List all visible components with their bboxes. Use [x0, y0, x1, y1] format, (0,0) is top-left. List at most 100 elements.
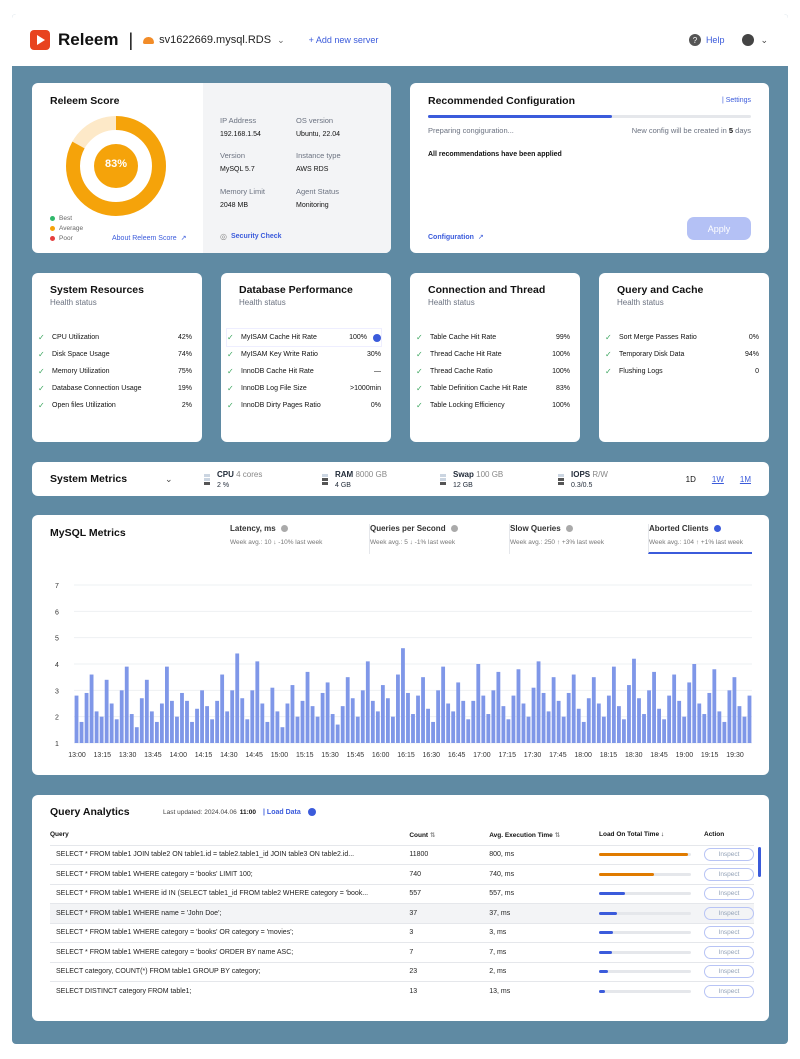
chart-bar: [345, 677, 350, 743]
mysql-tab-0[interactable]: Latency, ms Week avg.: 10 ↓ -10% last wee…: [230, 524, 323, 546]
inspect-button[interactable]: Inspect: [704, 985, 754, 998]
chart-bar: [235, 653, 240, 743]
inspect-button[interactable]: Inspect: [704, 848, 754, 862]
chart-bar: [175, 716, 179, 743]
mysql-tab-3[interactable]: Aborted Clients Week avg.: 104 ↑ +1% last…: [648, 524, 752, 554]
query-count: 3: [409, 922, 490, 943]
add-server-link[interactable]: + Add new server: [308, 35, 379, 45]
chart-bar: [642, 714, 646, 743]
info-icon[interactable]: [373, 333, 381, 342]
health-row: ✓ Disk Space Usage 74%: [38, 350, 192, 359]
table-row[interactable]: SELECT DISTINCT category FROM table1; 13…: [50, 981, 754, 1001]
check-icon: ✓: [605, 367, 612, 376]
chart-bar: [305, 671, 310, 743]
brand-separator: |: [128, 29, 134, 50]
chart-bar: [340, 706, 345, 743]
col-count[interactable]: Count ⇅: [409, 831, 436, 839]
chart-bar: [682, 716, 687, 743]
chart-bar: [104, 679, 109, 743]
score-gauge: [66, 116, 166, 216]
query-table: Query Count ⇅ Avg. Execution Time ⇅ Load…: [50, 825, 754, 1001]
releem-score-card: Releem Score 83% Best Average Poor About…: [32, 83, 391, 253]
legend-best: Best: [59, 214, 73, 222]
chart-bar: [360, 690, 365, 743]
inspect-button[interactable]: Inspect: [704, 965, 754, 979]
x-tick-label: 19:00: [676, 752, 694, 759]
inspect-button[interactable]: Inspect: [704, 945, 754, 959]
check-icon: ✓: [605, 333, 612, 342]
range-1w[interactable]: 1W: [711, 474, 724, 484]
check-icon: ✓: [227, 350, 234, 359]
col-avg-time[interactable]: Avg. Execution Time ⇅: [489, 831, 561, 839]
query-text: SELECT * FROM table1 WHERE category = 'b…: [50, 864, 410, 884]
table-row[interactable]: SELECT * FROM table1 WHERE id IN (SELECT…: [50, 883, 754, 904]
table-row[interactable]: SELECT category, COUNT(*) FROM table1 GR…: [50, 961, 754, 982]
table-row[interactable]: SELECT * FROM table1 WHERE name = 'John …: [50, 903, 754, 923]
system-metrics-toggle[interactable]: System Metrics ⌄: [32, 473, 204, 485]
check-icon: ✓: [38, 333, 45, 342]
y-tick-label: 3: [55, 688, 59, 695]
mysql-metrics-card: MySQL Metrics Latency, ms Week avg.: 10 ↓…: [32, 515, 769, 775]
user-menu[interactable]: ⌄: [742, 34, 768, 46]
chart-bar: [737, 706, 742, 743]
health-row: ✓ Table Definition Cache Hit Rate 83%: [416, 384, 570, 393]
query-count: 557: [409, 883, 490, 904]
chart-bar: [426, 708, 430, 743]
mysql-tab-1[interactable]: Queries per Second Week avg.: 5 ↓ -1% las…: [369, 524, 497, 554]
chart-bar: [330, 714, 335, 743]
health-card-title: Connection and Thread: [428, 284, 546, 296]
x-tick-label: 14:45: [245, 752, 263, 759]
table-row[interactable]: SELECT * FROM table1 JOIN table2 ON tabl…: [50, 844, 754, 865]
chart-bar: [627, 685, 631, 743]
chart-bar: [396, 674, 400, 743]
chart-bar: [617, 706, 621, 743]
preparing-text: Preparing congiguration...: [428, 126, 514, 135]
table-row[interactable]: SELECT * FROM table1 WHERE category = 'b…: [50, 942, 754, 962]
inspect-button[interactable]: Inspect: [704, 906, 754, 920]
inspect-button[interactable]: Inspect: [704, 867, 754, 881]
chart-bar: [742, 716, 747, 743]
security-check-link[interactable]: ◎ Security Check: [220, 232, 282, 241]
query-count: 7: [409, 942, 490, 962]
health-list: ✓ Sort Merge Passes Ratio 0% ✓ Temporary Dis…: [605, 329, 759, 380]
metric-ram: RAM 8000 GB 4 GB: [322, 470, 440, 489]
range-1m[interactable]: 1M: [739, 474, 751, 484]
server-selector[interactable]: sv1622669.mysql.RDS ⌄: [143, 34, 285, 46]
inspect-button[interactable]: Inspect: [704, 926, 754, 940]
query-text: SELECT DISTINCT category FROM table1;: [50, 981, 410, 1001]
col-load[interactable]: Load On Total Time ↓: [599, 831, 665, 839]
system-metrics-title: System Metrics: [50, 473, 128, 485]
config-eta: New config will be created in 5 days: [631, 126, 751, 135]
brand-name: Releem: [58, 30, 119, 49]
chart-bar: [325, 682, 330, 743]
chart-bar: [129, 714, 134, 743]
table-row[interactable]: SELECT * FROM table1 WHERE category = 'b…: [50, 922, 754, 943]
chart-bar: [215, 700, 220, 743]
chart-bar: [335, 724, 340, 743]
chart-bar: [561, 716, 566, 743]
chart-bar: [154, 721, 159, 743]
health-row: ✓ Table Cache Hit Rate 99%: [416, 333, 570, 342]
chart-bar: [531, 687, 536, 743]
inspect-button[interactable]: Inspect: [704, 887, 754, 901]
about-score-link[interactable]: About Releem Score ↗: [112, 234, 186, 243]
apply-button[interactable]: Apply: [687, 217, 751, 240]
info-memory: Memory Limit 2048 MB: [220, 187, 266, 209]
range-1d[interactable]: 1D: [685, 474, 696, 484]
refresh-icon[interactable]: [307, 808, 316, 816]
x-tick-label: 13:45: [144, 752, 162, 759]
settings-link[interactable]: | Settings: [721, 97, 751, 104]
load-data-link[interactable]: | Load Data: [263, 808, 301, 816]
table-row[interactable]: SELECT * FROM table1 WHERE category = 'b…: [50, 864, 754, 884]
chart-bar: [496, 671, 501, 743]
chart-bar: [662, 719, 667, 743]
help-link[interactable]: ? Help: [688, 34, 724, 46]
chart-bar: [84, 692, 89, 743]
configuration-link[interactable]: Configuration ↗: [428, 233, 484, 242]
table-scrollbar[interactable]: [758, 847, 761, 877]
query-text: SELECT * FROM table1 WHERE name = 'John …: [50, 903, 410, 923]
x-tick-label: 15:30: [321, 752, 339, 759]
health-row: ✓ Temporary Disk Data 94%: [605, 350, 759, 359]
server-name: sv1622669.mysql.RDS: [159, 34, 272, 46]
mysql-tab-2[interactable]: Slow Queries Week avg.: 250 ↑ +3% last we…: [509, 524, 637, 554]
